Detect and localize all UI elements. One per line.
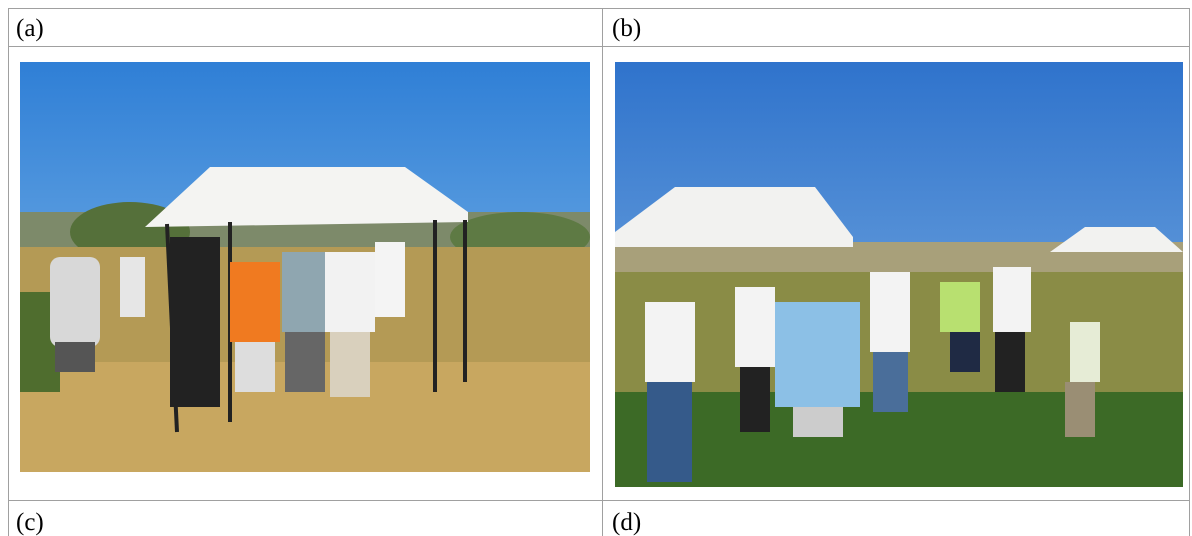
cell-label: (c) <box>16 509 44 536</box>
cell-label: (a) <box>16 15 44 42</box>
table-border <box>8 8 1190 9</box>
table-border <box>602 8 603 536</box>
table-border <box>1189 8 1190 536</box>
table-border <box>8 46 1190 47</box>
cell-label: (d) <box>612 509 642 536</box>
table-border <box>8 8 9 536</box>
photo <box>20 62 590 472</box>
photo <box>615 62 1183 487</box>
cell-label: (b) <box>612 15 642 42</box>
table-border <box>8 500 1190 501</box>
